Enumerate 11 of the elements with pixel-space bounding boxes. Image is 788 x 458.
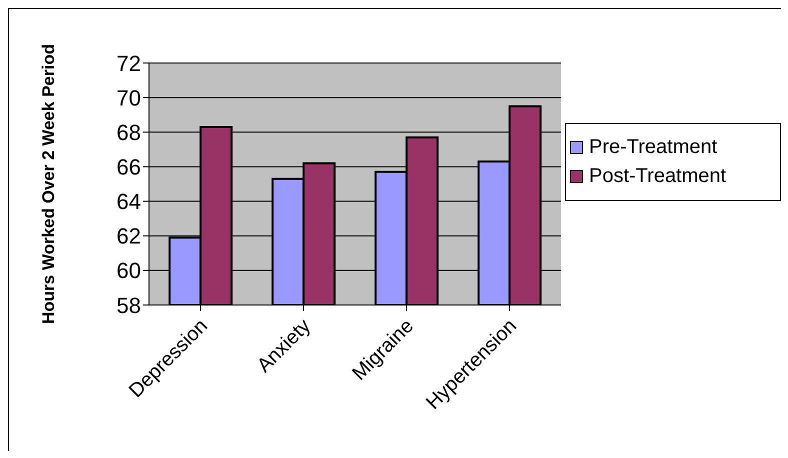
y-tick-label: 64	[116, 189, 141, 214]
legend-label: Pre-Treatment	[589, 136, 718, 159]
y-tick-label: 66	[116, 154, 141, 180]
y-tick-label: 60	[116, 258, 141, 284]
y-tick-label: 68	[116, 120, 141, 145]
y-tick-label: 62	[116, 224, 141, 249]
legend-label: Post-Treatment	[589, 165, 726, 188]
y-tick-label: 72	[116, 50, 141, 76]
y-tick-label: 58	[116, 292, 141, 318]
y-axis-title: Hours Worked Over 2 Week Period	[39, 44, 58, 324]
y-tick-label: 70	[116, 85, 141, 110]
